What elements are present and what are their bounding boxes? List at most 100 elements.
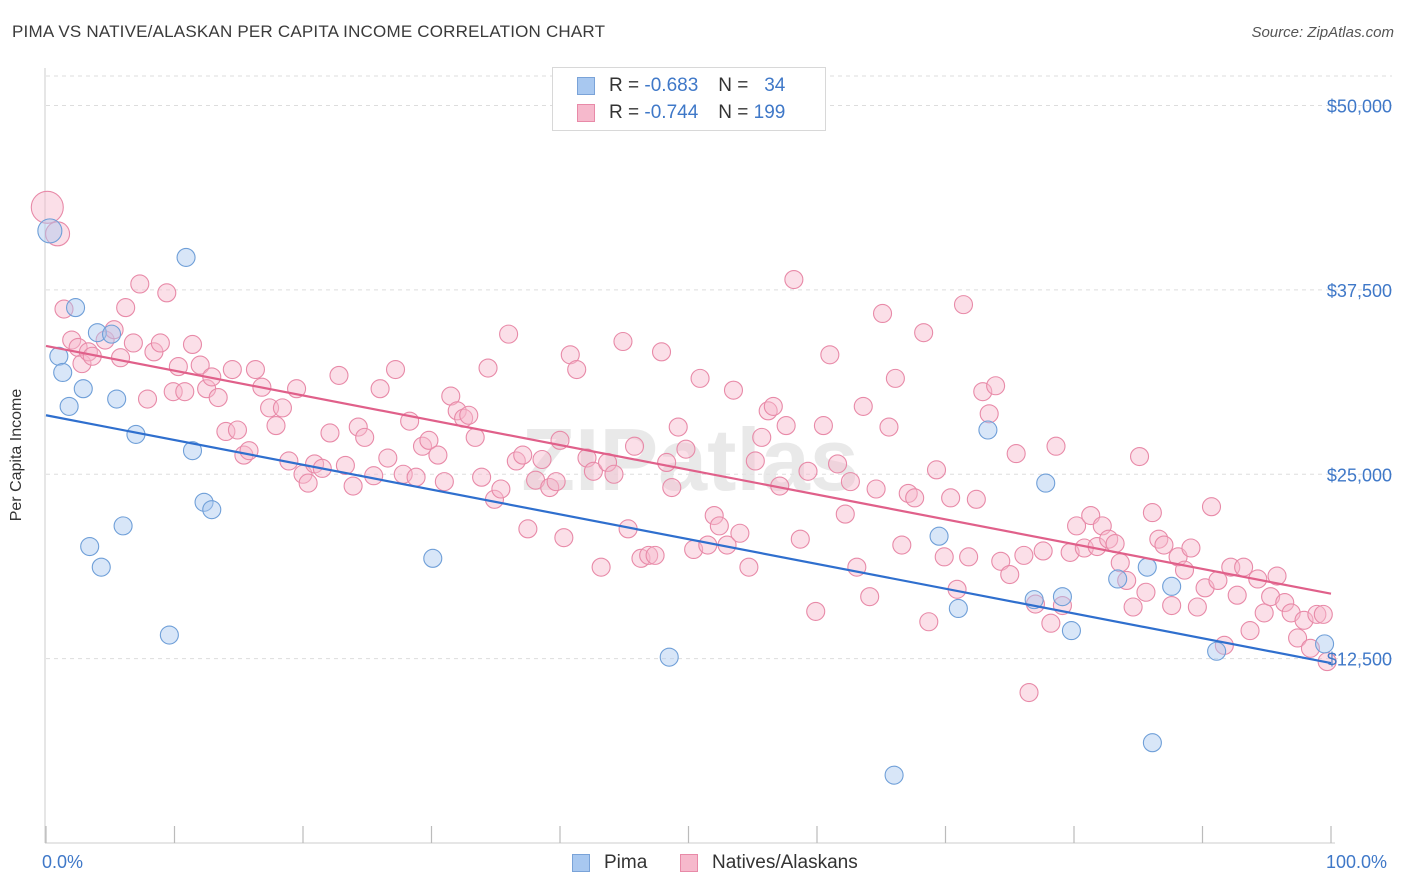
natives-point <box>239 441 259 461</box>
source-note: Source: ZipAtlas.com <box>1251 24 1394 41</box>
natives-point <box>1019 682 1039 703</box>
natives-trend-line <box>45 344 1332 595</box>
axes <box>44 68 1335 844</box>
natives-point <box>499 324 519 344</box>
natives-point <box>428 445 448 465</box>
natives-point <box>798 461 818 481</box>
natives-point <box>1136 582 1156 602</box>
natives-points <box>30 190 1337 703</box>
pima-point <box>87 323 107 343</box>
natives-point <box>320 423 340 443</box>
natives-point <box>1313 604 1333 624</box>
natives-point <box>1046 436 1066 456</box>
natives-point <box>979 404 999 424</box>
natives-point <box>991 551 1011 571</box>
natives-point <box>631 548 651 568</box>
natives-point <box>1234 557 1254 577</box>
natives-point <box>72 354 92 374</box>
pima-n-value: 34 <box>764 75 786 96</box>
natives-point <box>763 396 783 416</box>
natives-point <box>364 466 384 486</box>
stats-legend: R = -0.683 N = 34 R = -0.744 N = 199 <box>552 67 826 131</box>
r-label: R = <box>609 75 640 96</box>
pima-r-value: -0.683 <box>644 75 699 96</box>
pima-point <box>49 346 69 366</box>
natives-point <box>1201 497 1222 517</box>
natives-point <box>491 479 511 499</box>
natives-point <box>1154 535 1174 555</box>
natives-point <box>1014 545 1034 565</box>
natives-point <box>30 190 64 224</box>
legend-item-natives: Natives/Alaskans <box>680 852 858 874</box>
n-label: N = <box>718 75 749 96</box>
natives-point <box>385 359 406 380</box>
natives-point <box>1000 564 1020 585</box>
natives-point <box>343 476 363 496</box>
natives-point <box>745 451 765 471</box>
pima-point <box>1315 634 1335 654</box>
pima-point <box>80 536 100 557</box>
natives-point <box>513 445 533 465</box>
natives-point <box>905 488 925 508</box>
pima-point <box>182 441 203 461</box>
natives-point <box>934 547 954 567</box>
natives-point <box>613 331 633 352</box>
natives-point <box>150 333 170 353</box>
natives-point <box>110 348 131 368</box>
natives-point <box>298 473 318 493</box>
natives-point <box>885 368 905 388</box>
natives-point <box>872 303 893 324</box>
natives-point <box>1067 516 1087 536</box>
pima-point <box>73 379 93 399</box>
pima-point <box>1036 473 1056 493</box>
natives-point <box>1300 638 1320 658</box>
natives-point <box>1288 628 1308 648</box>
natives-point <box>657 452 677 473</box>
y-tick-label: $12,500 <box>1327 650 1392 670</box>
pima-point <box>107 389 127 409</box>
natives-point <box>546 472 566 492</box>
natives-point <box>866 479 886 499</box>
natives-point <box>853 396 873 416</box>
pima-point <box>1052 587 1072 607</box>
natives-point <box>116 298 136 318</box>
pima-swatch <box>577 77 595 95</box>
pima-point <box>91 557 111 577</box>
natives-point <box>941 488 961 508</box>
legend-natives-label: Natives/Alaskans <box>712 852 858 873</box>
pima-point <box>1142 733 1162 753</box>
x-max-label: 100.0% <box>1326 852 1388 872</box>
natives-n-value: 199 <box>753 102 786 123</box>
natives-point <box>434 472 454 492</box>
natives-point <box>813 416 833 436</box>
natives-point <box>1129 446 1150 467</box>
pima-point <box>202 500 222 520</box>
natives-point <box>986 376 1006 396</box>
natives-point <box>668 417 688 437</box>
natives-point <box>959 547 979 567</box>
natives-point <box>926 460 947 480</box>
natives-point <box>624 436 645 456</box>
natives-point <box>790 529 810 549</box>
pima-point <box>53 362 73 383</box>
natives-point <box>835 504 855 524</box>
natives-point <box>840 472 860 492</box>
pima-point <box>884 765 904 785</box>
natives-point <box>406 467 426 487</box>
legend-pima-label: Pima <box>604 852 648 873</box>
natives-point <box>639 545 659 565</box>
r-label: R = <box>609 102 640 123</box>
natives-point <box>370 379 390 399</box>
pima-point <box>1207 641 1227 661</box>
natives-point <box>1240 621 1260 641</box>
natives-point <box>914 323 934 343</box>
pima-points <box>37 218 1335 785</box>
natives-point <box>1275 593 1295 613</box>
natives-point <box>335 455 355 475</box>
y-tick-labels: $12,500 $25,000 $37,500 $50,000 <box>1327 97 1392 670</box>
pima-point <box>194 492 214 512</box>
natives-point <box>1041 613 1061 633</box>
pima-point <box>159 625 179 645</box>
pima-point <box>1108 569 1128 589</box>
pima-point <box>37 218 63 244</box>
